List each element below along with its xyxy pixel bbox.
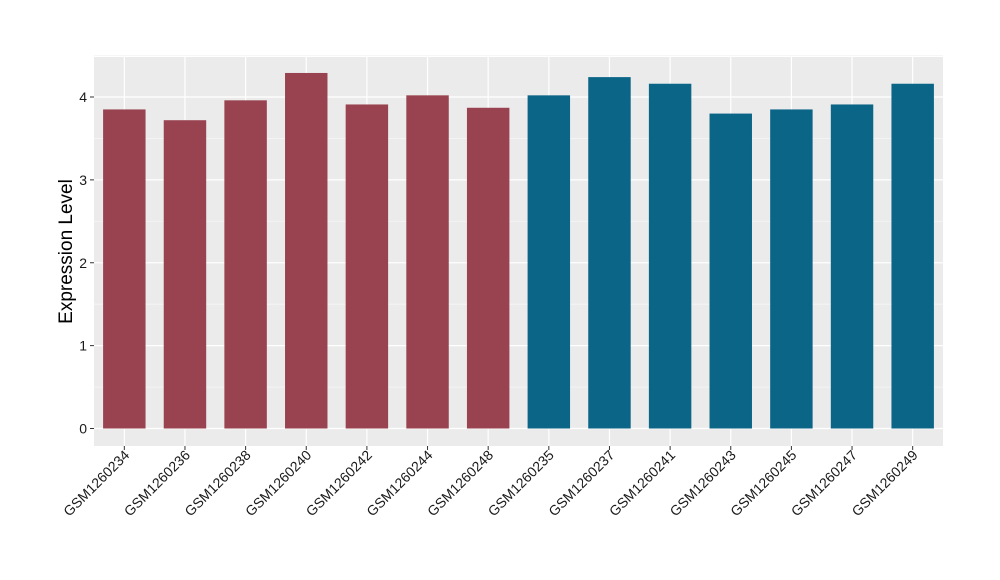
bar-gsm1260243 [709,113,752,429]
y-tick-label: 2 [79,255,87,271]
bar-gsm1260247 [830,104,874,429]
y-tick-label: 3 [79,172,87,188]
bar-group [103,72,934,429]
y-tick-label: 0 [79,421,87,437]
bar-gsm1260234 [103,109,146,429]
bar-gsm1260244 [406,95,449,429]
y-axis-title: Expression Level [56,179,77,324]
bar-gsm1260241 [648,83,692,429]
bar-gsm1260235 [527,95,571,429]
bar-gsm1260238 [224,100,267,429]
x-axis: GSM1260234GSM1260236GSM1260238GSM1260240… [60,446,921,519]
bar-gsm1260249 [891,83,934,429]
bar-gsm1260245 [770,109,813,429]
y-axis: 0 1 2 3 4 [79,89,94,437]
bar-gsm1260242 [345,104,389,429]
bar-gsm1260237 [588,77,631,429]
bar-gsm1260240 [285,72,328,429]
plot-panel [94,57,943,446]
bar-gsm1260248 [466,107,510,429]
y-tick-label: 4 [79,89,87,105]
bar-gsm1260236 [163,120,207,429]
y-tick-label: 1 [79,338,87,354]
